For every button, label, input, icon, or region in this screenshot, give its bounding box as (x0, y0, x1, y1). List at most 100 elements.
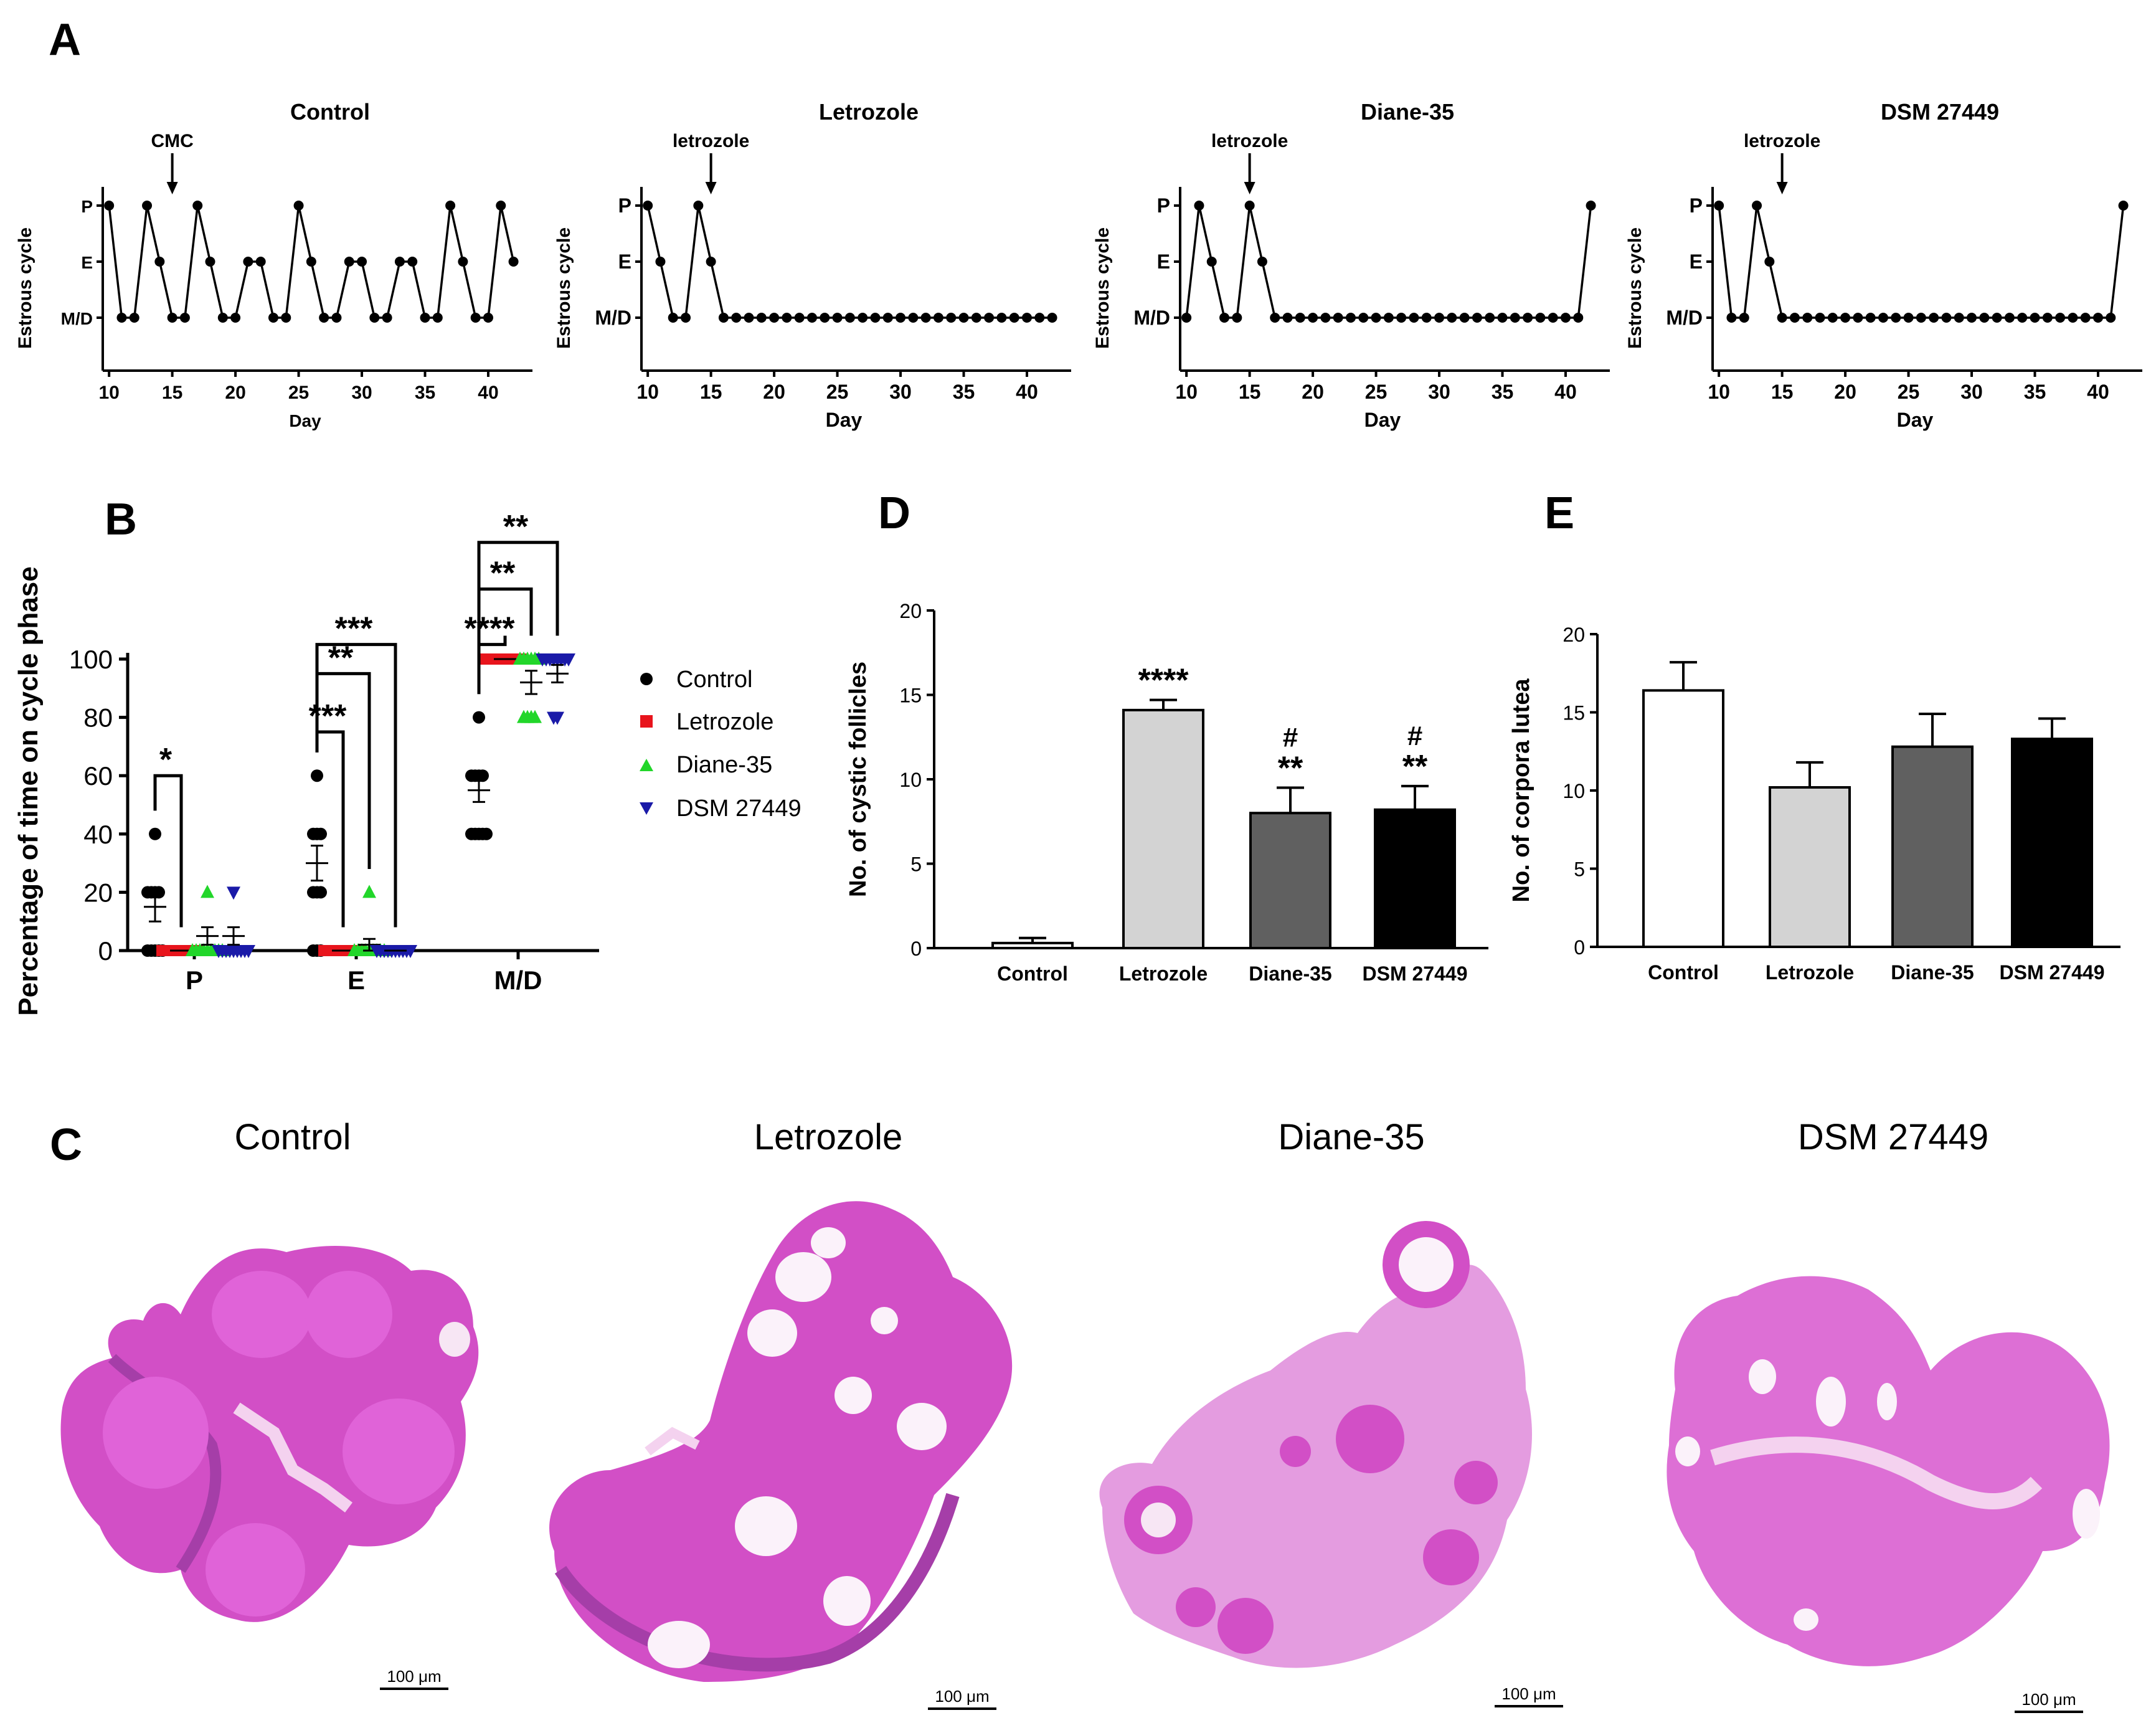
estrous-point (1409, 313, 1419, 323)
estrous-point (1891, 313, 1901, 323)
histology-title-dsm: DSM 27449 (1798, 1117, 1988, 1157)
legend-label-diane: Diane-35 (676, 752, 772, 778)
x-tick-label: Letrozole (1766, 961, 1854, 984)
estrous-point (432, 313, 443, 323)
histology-title-control: Control (235, 1117, 351, 1157)
bar-group-4: DSM 27449 **# (1363, 721, 1468, 985)
estrous-point (1497, 313, 1508, 323)
y-tick-label: M/D (595, 306, 631, 329)
estrous-point (1878, 313, 1888, 323)
estrous-point (255, 257, 266, 267)
estrous-point (769, 313, 780, 323)
estrous-point (1510, 313, 1520, 323)
estrous-point (445, 201, 456, 211)
y-tick-label: 5 (910, 853, 922, 876)
x-tick-label: 20 (1302, 381, 1324, 403)
data-point (370, 945, 384, 958)
y-tick-label: 10 (1563, 780, 1585, 802)
estrous-point (281, 313, 291, 323)
estrous-point (1789, 313, 1800, 323)
data-point (314, 886, 327, 899)
legend-marker-letrozole (640, 715, 653, 728)
estrous-point (1282, 313, 1293, 323)
data-point (242, 945, 255, 958)
data-point (311, 769, 323, 782)
estrous-point (1009, 313, 1019, 323)
estrous-point (1714, 201, 1724, 211)
scatter-series-4 (212, 653, 575, 958)
estrous-point (1244, 201, 1255, 211)
estrous-point (844, 313, 855, 323)
legend-label-control: Control (676, 667, 753, 693)
legend-marker-dsm (640, 802, 653, 815)
significance-bracket: *** (315, 611, 397, 928)
estrous-point (1371, 313, 1381, 323)
estrous-point (1206, 257, 1217, 267)
estrous-point (1021, 313, 1032, 323)
panel-d-cystic-follicles-bar-chart: 0 5 10 15 20 No. of cystic follicles Control Le… (845, 600, 1488, 985)
x-tick-label: 40 (2087, 381, 2109, 403)
estrous-point (1485, 313, 1495, 323)
x-tick-label: 15 (162, 382, 182, 403)
estrous-point (958, 313, 969, 323)
estrous-point (1320, 313, 1331, 323)
estrous-point (820, 313, 830, 323)
y-tick-label: 80 (83, 703, 113, 733)
x-tick-label: 10 (1175, 381, 1198, 403)
data-point (227, 886, 240, 900)
y-tick-label: M/D (1133, 306, 1170, 329)
estrous-point (782, 313, 792, 323)
bar-group-4: DSM 27449 (2000, 717, 2104, 984)
y-tick-label: E (81, 253, 93, 272)
legend-label-dsm: DSM 27449 (676, 795, 801, 822)
estrous-point (496, 201, 506, 211)
estrous-series-line (1718, 205, 2125, 319)
ovary-image-control: 100 μm (60, 1246, 479, 1690)
estrous-point (1929, 313, 1939, 323)
estrous-point (668, 313, 678, 323)
estrous-point (971, 313, 981, 323)
estrous-chart-title: Diane-35 (1361, 99, 1454, 125)
estrous-point (731, 313, 742, 323)
x-tick-label: 30 (351, 382, 372, 403)
x-tick-label: 40 (1016, 381, 1038, 403)
estrous-point (2004, 313, 2015, 323)
estrous-point (1333, 313, 1343, 323)
estrous-point (2092, 313, 2103, 323)
estrous-point (1992, 313, 2002, 323)
estrous-point (1447, 313, 1457, 323)
bar-group-3: Diane-35 (1891, 713, 1974, 984)
legend-label-letrozole: Letrozole (676, 709, 773, 735)
y-axis-title: No. of corpora lutea (1508, 678, 1534, 903)
x-tick-label: 10 (98, 382, 119, 403)
estrous-point (643, 201, 653, 211)
panel-label-b: B (105, 495, 137, 544)
y-axis-title: Estrous cycle (1092, 227, 1113, 349)
estrous-point (1472, 313, 1482, 323)
panel-label-d: D (878, 488, 910, 538)
panel-b-cycle-phase-scatter: Percentage of time on cycle phase Contro… (13, 509, 801, 1016)
estrous-point (1421, 313, 1432, 323)
estrous-point (129, 313, 139, 323)
x-tick-label: 20 (1834, 381, 1856, 403)
significance-label: ** (1402, 749, 1428, 785)
significance-label: *** (309, 698, 347, 734)
x-tick-label: P (186, 966, 203, 995)
data-point (465, 827, 478, 840)
estrous-point (1034, 313, 1045, 323)
estrous-point (104, 201, 115, 211)
y-tick-label: E (1157, 250, 1170, 273)
estrous-point (794, 313, 805, 323)
y-tick-label: P (618, 194, 631, 217)
y-tick-label: 5 (1574, 858, 1585, 881)
data-point (528, 710, 542, 723)
estrous-point (508, 257, 519, 267)
scale-bar-letrozole: 100 μm (935, 1687, 989, 1706)
estrous-chart-1: Control P E M/D Estrous cycle 10 15 20 25 30 35 40 D… (15, 99, 532, 430)
estrous-point (1752, 201, 1762, 211)
y-tick-label: 0 (98, 936, 113, 966)
estrous-point (1047, 313, 1057, 323)
y-tick-label: E (1690, 250, 1703, 273)
estrous-point (896, 313, 906, 323)
estrous-point (882, 313, 893, 323)
